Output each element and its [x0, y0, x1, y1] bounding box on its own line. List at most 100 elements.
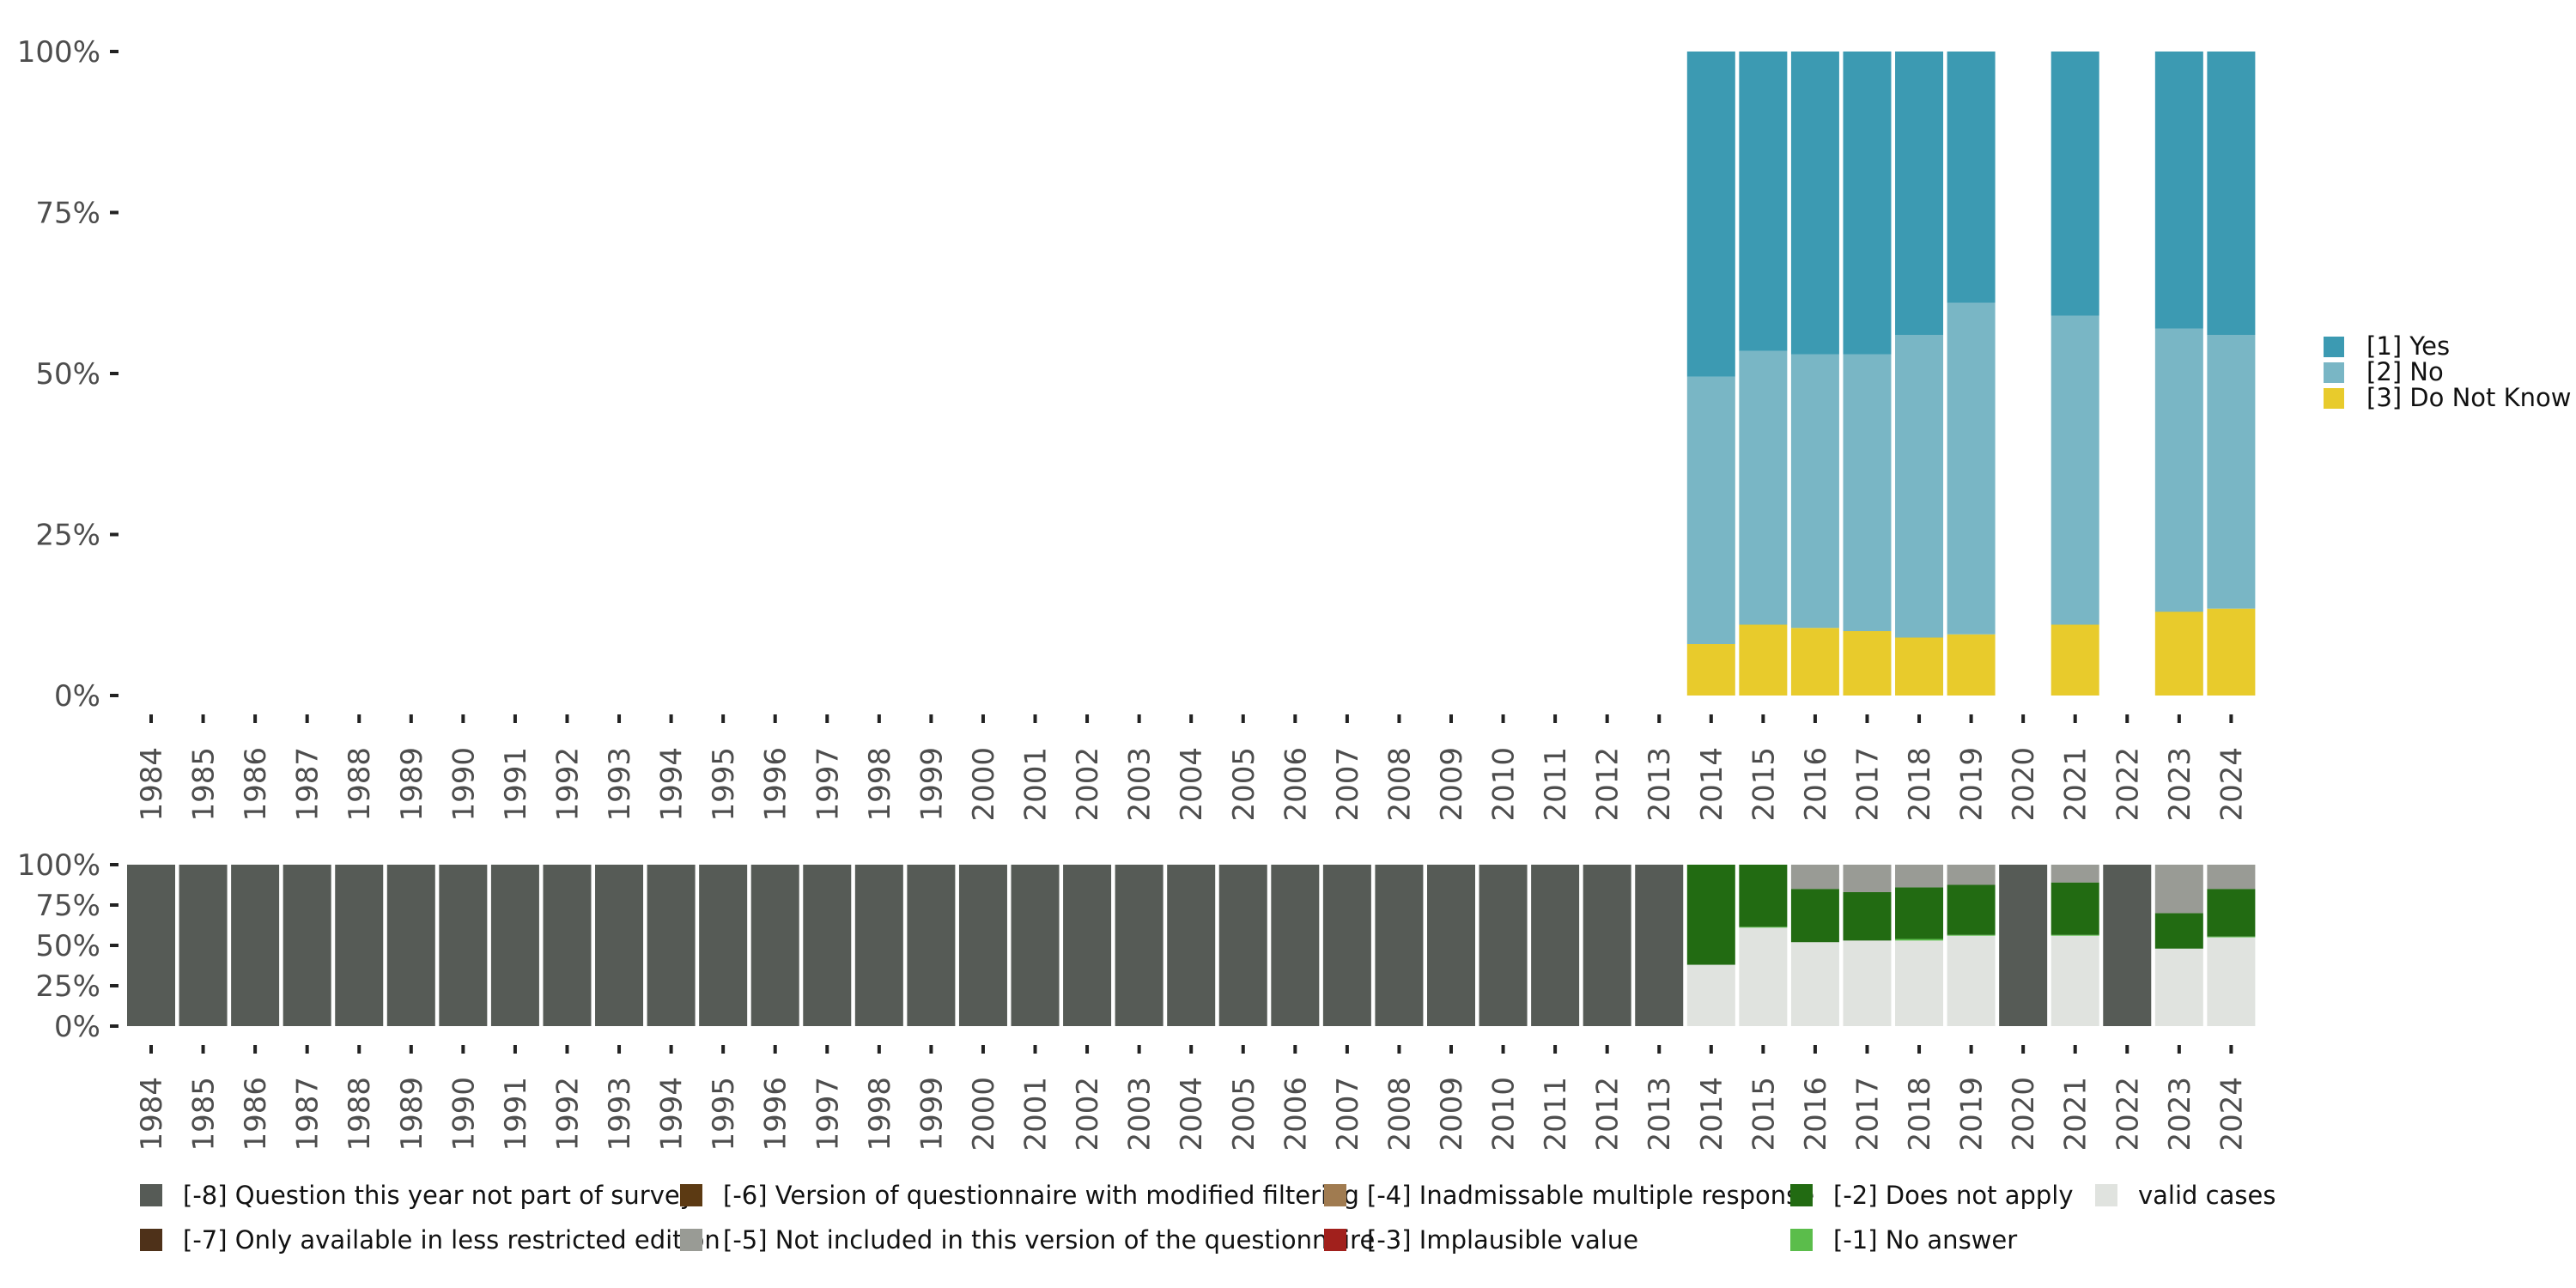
bar-8-question-this-year-not-part-of-survey-2022 — [2103, 865, 2152, 1026]
bar-2-no-2021 — [2050, 315, 2099, 625]
x-tick-label: 1993 — [603, 1077, 637, 1151]
x-tick-label: 2000 — [967, 747, 1001, 822]
bar-1-yes-2017 — [1843, 52, 1892, 355]
bar-valid-cases-2016 — [1790, 942, 1839, 1026]
bar-8-question-this-year-not-part-of-survey-1988 — [335, 865, 384, 1026]
x-tick-label: 1989 — [395, 747, 429, 822]
x-tick-label: 2005 — [1227, 747, 1261, 822]
bar-valid-cases-2018 — [1895, 940, 1944, 1026]
y-tick-label: 100% — [17, 848, 100, 883]
x-tick-label: 2006 — [1279, 1077, 1313, 1151]
bar-8-question-this-year-not-part-of-survey-2012 — [1583, 865, 1631, 1026]
legend-label: [-6] Version of questionnaire with modif… — [723, 1181, 1359, 1210]
bar-1-yes-2014 — [1686, 52, 1735, 377]
x-tick-label: 2012 — [1591, 747, 1625, 822]
legend-label: [-4] Inadmissable multiple response — [1367, 1181, 1814, 1210]
x-tick-label: 1995 — [707, 747, 741, 822]
x-tick-label: 2006 — [1279, 747, 1313, 822]
bar-8-question-this-year-not-part-of-survey-1989 — [386, 865, 435, 1026]
bar-1-no-answer-2024 — [2207, 936, 2256, 938]
bar-8-question-this-year-not-part-of-survey-1994 — [647, 865, 696, 1026]
bar-1-yes-2021 — [2050, 52, 2099, 316]
bar-3-do-not-know-2024 — [2207, 608, 2256, 696]
bar-8-question-this-year-not-part-of-survey-2005 — [1218, 865, 1267, 1026]
x-tick-label: 1991 — [499, 747, 533, 822]
bar-8-question-this-year-not-part-of-survey-1999 — [907, 865, 956, 1026]
bar-1-yes-2016 — [1790, 52, 1839, 355]
bottom-chart-missings: 0% 25% 50% 75% 100% 1984 1985 1986 1987 1988 1989 1… — [17, 848, 2256, 1151]
bar-5-not-included-in-this-version-of-the-questionnaire-2024 — [2207, 865, 2256, 890]
top-chart-responses: 0% 25% 50% 75% 100% 1984 1985 1986 1987 1988 1989 1… — [17, 35, 2256, 822]
bar-5-not-included-in-this-version-of-the-questionnaire-2016 — [1790, 865, 1839, 890]
bar-2-does-not-apply-2021 — [2050, 882, 2099, 935]
x-tick-label: 2007 — [1331, 747, 1365, 822]
bar-2-no-2023 — [2154, 328, 2203, 612]
x-tick-label: 1986 — [239, 747, 273, 822]
bar-8-question-this-year-not-part-of-survey-2004 — [1167, 865, 1216, 1026]
bar-2-no-2018 — [1895, 335, 1944, 638]
x-tick-label: 1996 — [759, 1077, 793, 1151]
x-tick-label: 1987 — [291, 747, 325, 822]
bar-8-question-this-year-not-part-of-survey-2003 — [1115, 865, 1163, 1026]
x-tick-label: 1997 — [811, 747, 845, 822]
x-tick-label: 2024 — [2215, 747, 2249, 822]
x-tick-label: 2017 — [1850, 1077, 1885, 1151]
x-tick-label: 1998 — [863, 1077, 897, 1151]
bar-1-yes-2015 — [1739, 52, 1788, 351]
bar-1-no-answer-2018 — [1895, 939, 1944, 941]
bar-1-no-answer-2019 — [1947, 934, 1996, 936]
x-tick-label: 2021 — [2059, 1077, 2093, 1151]
x-tick-label: 1999 — [914, 1077, 949, 1151]
bar-3-do-not-know-2021 — [2050, 624, 2099, 696]
bar-8-question-this-year-not-part-of-survey-1987 — [283, 865, 331, 1026]
y-tick-label: 50% — [35, 929, 100, 963]
bar-valid-cases-2014 — [1686, 964, 1735, 1026]
bar-8-question-this-year-not-part-of-survey-1993 — [595, 865, 644, 1026]
bar-2-no-2016 — [1790, 354, 1839, 629]
legend-swatch — [680, 1229, 702, 1251]
legend-swatch — [2324, 362, 2344, 383]
x-tick-label: 2024 — [2215, 1077, 2249, 1151]
bar-8-question-this-year-not-part-of-survey-2013 — [1635, 865, 1684, 1026]
y-tick-label: 50% — [35, 357, 100, 392]
x-tick-label: 2008 — [1382, 1077, 1417, 1151]
bar-2-does-not-apply-2024 — [2207, 889, 2256, 937]
legend-missings: [-8] Question this year not part of surv… — [140, 1181, 2275, 1255]
legend-swatch — [2324, 337, 2344, 357]
x-tick-label: 1988 — [343, 1077, 377, 1151]
x-tick-label: 2020 — [2007, 747, 2041, 822]
x-tick-label: 2002 — [1071, 747, 1105, 822]
bar-1-yes-2019 — [1947, 52, 1996, 303]
bar-8-question-this-year-not-part-of-survey-1984 — [127, 865, 175, 1026]
x-tick-label: 2011 — [1539, 1077, 1573, 1151]
bar-2-no-2015 — [1739, 350, 1788, 625]
x-tick-label: 2018 — [1903, 747, 1937, 822]
bar-5-not-included-in-this-version-of-the-questionnaire-2019 — [1947, 865, 1996, 885]
x-tick-label: 2014 — [1695, 1077, 1729, 1151]
bar-3-do-not-know-2019 — [1947, 634, 1996, 696]
bar-8-question-this-year-not-part-of-survey-2009 — [1427, 865, 1475, 1026]
bar-3-do-not-know-2016 — [1790, 628, 1839, 696]
legend-label: [-2] Does not apply — [1833, 1181, 2074, 1210]
bar-2-does-not-apply-2023 — [2154, 913, 2203, 949]
x-tick-label: 2013 — [1643, 1077, 1677, 1151]
x-tick-label: 1992 — [550, 1077, 585, 1151]
legend-label: [-3] Implausible value — [1367, 1225, 1638, 1255]
legend-label: valid cases — [2138, 1181, 2275, 1210]
legend-swatch — [1790, 1229, 1813, 1251]
y-tick-label: 100% — [17, 35, 100, 70]
x-tick-label: 1999 — [914, 747, 949, 822]
x-tick-label: 2019 — [1955, 747, 1990, 822]
bar-1-no-answer-2021 — [2050, 934, 2099, 936]
x-tick-label: 1987 — [291, 1077, 325, 1151]
bar-8-question-this-year-not-part-of-survey-1997 — [803, 865, 852, 1026]
y-tick-label: 0% — [54, 679, 100, 714]
legend-swatch — [1324, 1229, 1346, 1251]
x-tick-label: 2003 — [1123, 747, 1157, 822]
legend-label: [2] No — [2366, 357, 2444, 386]
bar-3-do-not-know-2015 — [1739, 624, 1788, 696]
legend-label: [-1] No answer — [1833, 1225, 2017, 1255]
bar-2-no-2019 — [1947, 302, 1996, 635]
x-tick-label: 2012 — [1591, 1077, 1625, 1151]
bar-2-does-not-apply-2014 — [1686, 865, 1735, 965]
